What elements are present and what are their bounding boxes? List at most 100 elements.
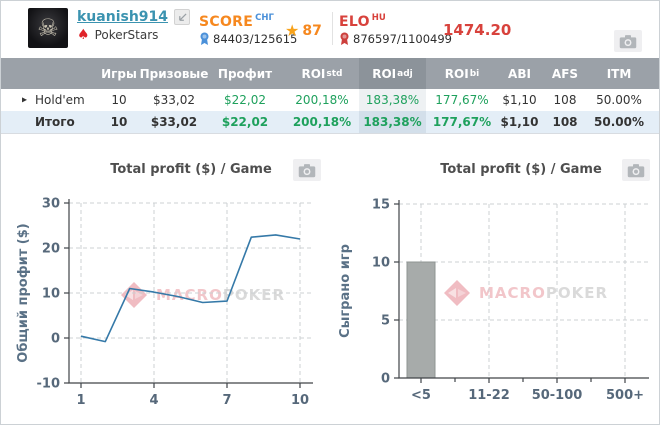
macropoker-logo-icon (444, 280, 470, 306)
svg-text:<5: <5 (411, 388, 431, 403)
star-value: 87 (302, 22, 322, 39)
player-header: ☠ kuanish914 ♠ PokerStars SCORE СНГ (1, 1, 659, 58)
svg-text:10: 10 (42, 287, 60, 302)
value-cell: 108 (553, 93, 577, 107)
svg-text:20: 20 (42, 242, 60, 257)
value-cell: 50.00% (596, 93, 642, 107)
game-type-label: Итого (35, 115, 75, 129)
star-score: ★ 87 (285, 21, 322, 40)
column-header-roiadj[interactable]: ROI adj (359, 58, 426, 89)
value-cell: 177,67% (432, 115, 492, 129)
svg-text:4: 4 (149, 393, 158, 408)
medal-icon-red (340, 32, 349, 45)
value-cell: 183,38% (359, 111, 426, 133)
score-region: СНГ (255, 12, 274, 23)
table-row-holdem[interactable]: ▸ Hold'em 10 $33,02 $22,02 200,18% 183,38% 177,… (1, 89, 659, 111)
profit-line-chart: -10 0 10 20 30 1 4 7 10 Общий профит ($) (16, 197, 313, 408)
svg-text:0: 0 (51, 332, 60, 347)
value-cell: 108 (552, 115, 578, 129)
camera-icon (298, 163, 316, 177)
svg-text:50-100: 50-100 (532, 388, 583, 403)
avatar[interactable]: ☠ (28, 8, 68, 48)
column-header-afs[interactable]: AFS (551, 66, 579, 81)
score-block: SCORE СНГ 84403/125615 (199, 11, 297, 46)
game-type-cell: Итого (1, 115, 95, 129)
camera-icon (619, 34, 637, 48)
svg-text:5: 5 (381, 314, 390, 329)
pokerstars-spade-icon: ♠ (77, 27, 90, 43)
game-type-label: Hold'em (35, 93, 85, 107)
elo-block: ELO HU 876597/1100499 (339, 11, 452, 46)
value-cell: 177,67% (435, 93, 489, 107)
svg-text:-10: -10 (37, 377, 61, 392)
right-chart-export-button[interactable] (622, 159, 650, 181)
svg-text:1: 1 (76, 393, 85, 408)
value-cell: $1,10 (502, 93, 537, 107)
svg-text:11-22: 11-22 (468, 388, 510, 403)
expand-arrow-icon[interactable]: ▸ (22, 94, 28, 106)
value-cell: $1,10 (500, 115, 539, 129)
games-bar-chart: 0 5 10 15 <5 11-22 50-100 500+ Сыграно игр (338, 198, 649, 403)
value-cell: $22,02 (221, 115, 269, 129)
column-header-abi[interactable]: ABI (508, 66, 531, 81)
value-cell: 200,18% (292, 115, 352, 129)
column-header-профит[interactable]: Профит (217, 66, 273, 81)
value-cell: 50.00% (594, 115, 644, 129)
svg-text:0: 0 (381, 372, 390, 387)
value-cell: 10 (111, 93, 127, 107)
watermark-text-2: POKER (545, 284, 609, 302)
medal-icon-blue (200, 32, 209, 45)
elo-region: HU (371, 12, 386, 23)
right-chart-title: Total profit ($) / Game (440, 162, 602, 177)
watermark-text-2: POKER (222, 286, 286, 304)
results-table: Игры Призовые Профит ROI std ROI adj ROI bi ABI AF… (1, 58, 659, 134)
svg-text:7: 7 (222, 393, 231, 408)
macropoker-logo-icon (121, 282, 147, 308)
game-type-cell: ▸ Hold'em (1, 93, 95, 107)
star-icon: ★ (285, 21, 300, 40)
svg-text:15: 15 (372, 198, 390, 213)
network-row: ♠ PokerStars (77, 28, 190, 42)
left-chart-title: Total profit ($) / Game (110, 162, 272, 177)
column-header-игры[interactable]: Игры (101, 66, 137, 81)
value-cell: $33,02 (150, 115, 198, 129)
header-spacer (649, 58, 659, 89)
value-cell: $22,02 (224, 93, 266, 107)
svg-text:10: 10 (372, 256, 390, 271)
elo-rating: 1474.20 (443, 21, 512, 39)
user-block: kuanish914 ♠ PokerStars (77, 9, 191, 42)
header-divider (332, 12, 333, 45)
elo-label: ELO (339, 14, 370, 30)
open-external-icon[interactable] (174, 9, 191, 25)
column-header-призовые[interactable]: Призовые (139, 66, 209, 81)
svg-text:10: 10 (291, 393, 309, 408)
skull-icon: ☠ (37, 14, 59, 42)
svg-text:Общий профит ($): Общий профит ($) (16, 223, 31, 362)
score-value: 84403/125615 (213, 32, 298, 46)
username-link[interactable]: kuanish914 (77, 9, 169, 25)
svg-text:Сыграно игр: Сыграно игр (338, 244, 353, 338)
value-cell: 10 (110, 115, 128, 129)
watermark: MACROPOKER (442, 280, 608, 306)
column-header-name (1, 58, 95, 89)
score-label: SCORE (199, 14, 254, 30)
column-header-itm[interactable]: ITM (606, 66, 632, 81)
value-cell: 200,18% (295, 93, 349, 107)
left-chart-export-button[interactable] (293, 159, 321, 181)
value-cell: 183,38% (359, 89, 426, 111)
value-cell: $33,02 (153, 93, 195, 107)
column-header-roistd[interactable]: ROI std (301, 66, 343, 81)
table-header-row: Игры Призовые Профит ROI std ROI adj ROI bi ABI AF… (1, 58, 659, 89)
elo-value: 876597/1100499 (353, 32, 452, 46)
watermark: MACROPOKER (119, 282, 285, 308)
camera-icon (627, 163, 645, 177)
svg-text:30: 30 (42, 197, 60, 212)
watermark-text-1: MACRO (479, 284, 546, 302)
screenshot-button[interactable] (614, 30, 642, 52)
column-header-roibi[interactable]: ROI bi (444, 66, 480, 81)
network-name: PokerStars (94, 28, 159, 42)
watermark-text-1: MACRO (156, 286, 223, 304)
table-row-total: Итого 10 $33,02 $22,02 200,18% 183,38% 177,67%… (1, 111, 659, 134)
svg-text:500+: 500+ (606, 388, 644, 403)
